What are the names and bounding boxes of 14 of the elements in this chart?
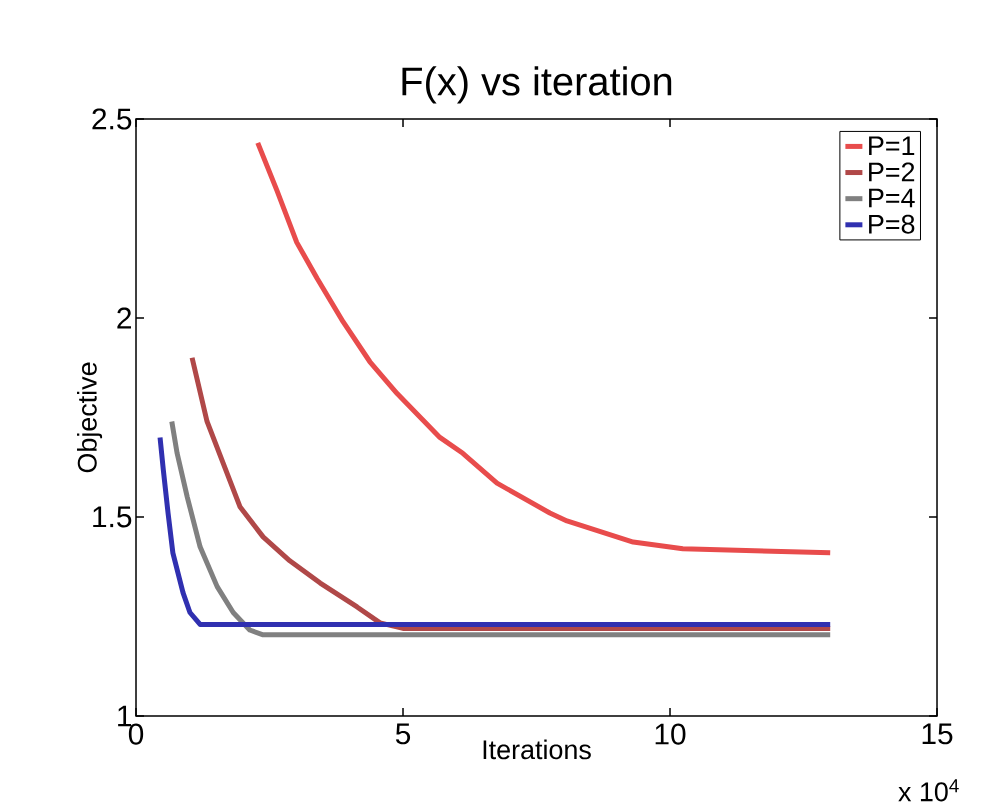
x-tick-label: 15 [922, 723, 953, 745]
text: x 10$^{4}$ [898, 779, 959, 802]
x-tick-label: 10 [655, 723, 686, 745]
y-tick-label: 2 [117, 307, 131, 329]
legend-label: P=8 [869, 214, 915, 234]
legend-label: P=1 [869, 136, 915, 155]
y-tick-label: 2.5 [92, 108, 132, 130]
x-tick-label: 5 [395, 723, 411, 745]
y-tick-label: 1.5 [93, 506, 132, 528]
x-axis-title: Iterations [483, 739, 591, 760]
legend-label: P=4 [869, 188, 915, 208]
chart-title: F(x) vs iteration [402, 66, 672, 104]
y-axis-title: Objective [77, 362, 103, 473]
legend-label: P=2 [869, 162, 915, 182]
